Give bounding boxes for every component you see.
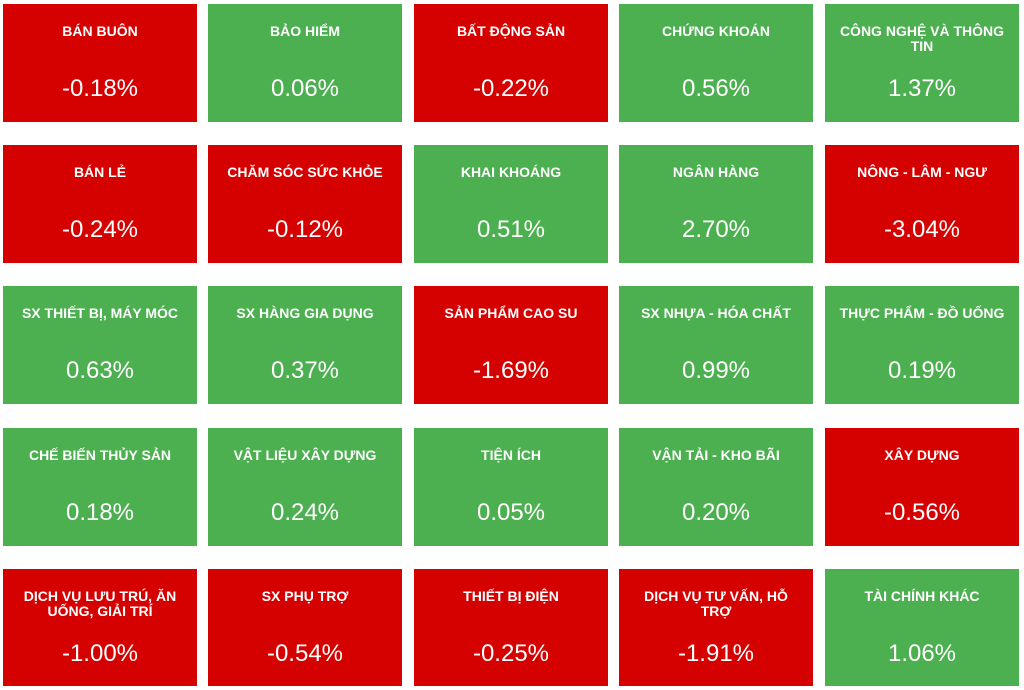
sector-name: SX PHỤ TRỢ <box>261 588 349 604</box>
sector-change-value: -1.69% <box>472 357 550 384</box>
sector-name: DỊCH VỤ LƯU TRÚ, ĂN UỐNG, GIẢI TRÍ <box>23 588 177 619</box>
sector-tile[interactable]: NGÂN HÀNG 2.70% <box>619 145 813 263</box>
sector-name: BẤT ĐỘNG SẢN <box>456 23 566 39</box>
sector-name: VẬT LIỆU XÂY DỰNG <box>233 447 377 463</box>
sector-name: CHỨNG KHOÁN <box>661 23 771 39</box>
sector-change-value: -0.54% <box>266 640 344 667</box>
sector-tile[interactable]: CHĂM SÓC SỨC KHỎE -0.12% <box>208 145 402 263</box>
sector-tile[interactable]: BẢO HIỂM 0.06% <box>208 4 402 122</box>
sector-tile[interactable]: CHẾ BIẾN THỦY SẢN 0.18% <box>3 428 197 546</box>
sector-change-value: 0.20% <box>681 499 751 526</box>
sector-name: CHĂM SÓC SỨC KHỎE <box>227 164 383 180</box>
sector-change-value: 0.19% <box>887 357 957 384</box>
sector-name: BẢO HIỂM <box>270 23 340 39</box>
sector-tile[interactable]: CHỨNG KHOÁN 0.56% <box>619 4 813 122</box>
sector-name: CHẾ BIẾN THỦY SẢN <box>28 447 172 463</box>
sector-change-value: 0.18% <box>65 499 135 526</box>
sector-change-value: 0.51% <box>476 216 546 243</box>
sector-name: TIỆN ÍCH <box>481 447 541 463</box>
sector-tile[interactable]: VẬT LIỆU XÂY DỰNG 0.24% <box>208 428 402 546</box>
sector-name: NGÂN HÀNG <box>672 164 760 180</box>
sector-change-value: 0.99% <box>681 357 751 384</box>
sector-name: CÔNG NGHỆ VÀ THÔNG TIN <box>839 23 1005 54</box>
sector-name: BÁN BUÔN <box>62 23 138 39</box>
sector-name: SX NHỰA - HÓA CHẤT <box>641 305 791 321</box>
sector-tile[interactable]: THIẾT BỊ ĐIỆN -0.25% <box>414 569 608 686</box>
sector-tile[interactable]: XÂY DỰNG -0.56% <box>825 428 1019 546</box>
sector-tile[interactable]: BÁN LẺ -0.24% <box>3 145 197 263</box>
sector-name: THIẾT BỊ ĐIỆN <box>463 588 559 604</box>
sector-change-value: 2.70% <box>681 216 751 243</box>
sector-tile[interactable]: TÀI CHÍNH KHÁC 1.06% <box>825 569 1019 686</box>
sector-name: SX THIẾT BỊ, MÁY MÓC <box>21 305 179 321</box>
sector-change-value: 1.06% <box>887 640 957 667</box>
sector-tile[interactable]: TIỆN ÍCH 0.05% <box>414 428 608 546</box>
sector-change-value: -3.04% <box>883 216 961 243</box>
sector-tile[interactable]: NÔNG - LÂM - NGƯ -3.04% <box>825 145 1019 263</box>
sector-name: DỊCH VỤ TƯ VẤN, HỖ TRỢ <box>644 588 788 619</box>
sector-change-value: 0.06% <box>270 75 340 102</box>
sector-tile[interactable]: DỊCH VỤ LƯU TRÚ, ĂN UỐNG, GIẢI TRÍ -1.00% <box>3 569 197 686</box>
sector-tile[interactable]: SX THIẾT BỊ, MÁY MÓC 0.63% <box>3 286 197 404</box>
sector-name: XÂY DỰNG <box>884 447 960 463</box>
sector-tile[interactable]: SX PHỤ TRỢ -0.54% <box>208 569 402 686</box>
sector-name: NÔNG - LÂM - NGƯ <box>857 164 987 180</box>
sector-change-value: 0.05% <box>476 499 546 526</box>
sector-change-value: -0.25% <box>472 640 550 667</box>
sector-tile[interactable]: SX NHỰA - HÓA CHẤT 0.99% <box>619 286 813 404</box>
sector-name: BÁN LẺ <box>73 164 127 180</box>
sector-tile[interactable]: BÁN BUÔN -0.18% <box>3 4 197 122</box>
sector-tile[interactable]: THỰC PHẨM - ĐỒ UỐNG 0.19% <box>825 286 1019 404</box>
sector-change-value: 1.37% <box>887 75 957 102</box>
sector-change-value: -1.91% <box>677 640 755 667</box>
sector-tile[interactable]: VẬN TẢI - KHO BÃI 0.20% <box>619 428 813 546</box>
sector-change-value: 0.63% <box>65 357 135 384</box>
sector-change-value: 0.24% <box>270 499 340 526</box>
sector-change-value: -0.56% <box>883 499 961 526</box>
sector-change-value: 0.56% <box>681 75 751 102</box>
sector-name: TÀI CHÍNH KHÁC <box>864 588 980 604</box>
sector-name: SẢN PHẨM CAO SU <box>444 305 578 321</box>
sector-name: VẬN TẢI - KHO BÃI <box>652 447 780 463</box>
sector-change-value: 0.37% <box>270 357 340 384</box>
sector-tile[interactable]: CÔNG NGHỆ VÀ THÔNG TIN 1.37% <box>825 4 1019 122</box>
sector-name: THỰC PHẨM - ĐỒ UỐNG <box>839 305 1005 321</box>
sector-name: SX HÀNG GIA DỤNG <box>236 305 374 321</box>
sector-tile[interactable]: DỊCH VỤ TƯ VẤN, HỖ TRỢ -1.91% <box>619 569 813 686</box>
sector-change-value: -0.12% <box>266 216 344 243</box>
sector-change-value: -1.00% <box>61 640 139 667</box>
sector-change-value: -0.24% <box>61 216 139 243</box>
sector-name: KHAI KHOÁNG <box>460 164 562 180</box>
sector-tile[interactable]: KHAI KHOÁNG 0.51% <box>414 145 608 263</box>
sector-change-value: -0.22% <box>472 75 550 102</box>
sector-tile[interactable]: BẤT ĐỘNG SẢN -0.22% <box>414 4 608 122</box>
sector-tile[interactable]: SẢN PHẨM CAO SU -1.69% <box>414 286 608 404</box>
sector-tile[interactable]: SX HÀNG GIA DỤNG 0.37% <box>208 286 402 404</box>
sector-change-value: -0.18% <box>61 75 139 102</box>
